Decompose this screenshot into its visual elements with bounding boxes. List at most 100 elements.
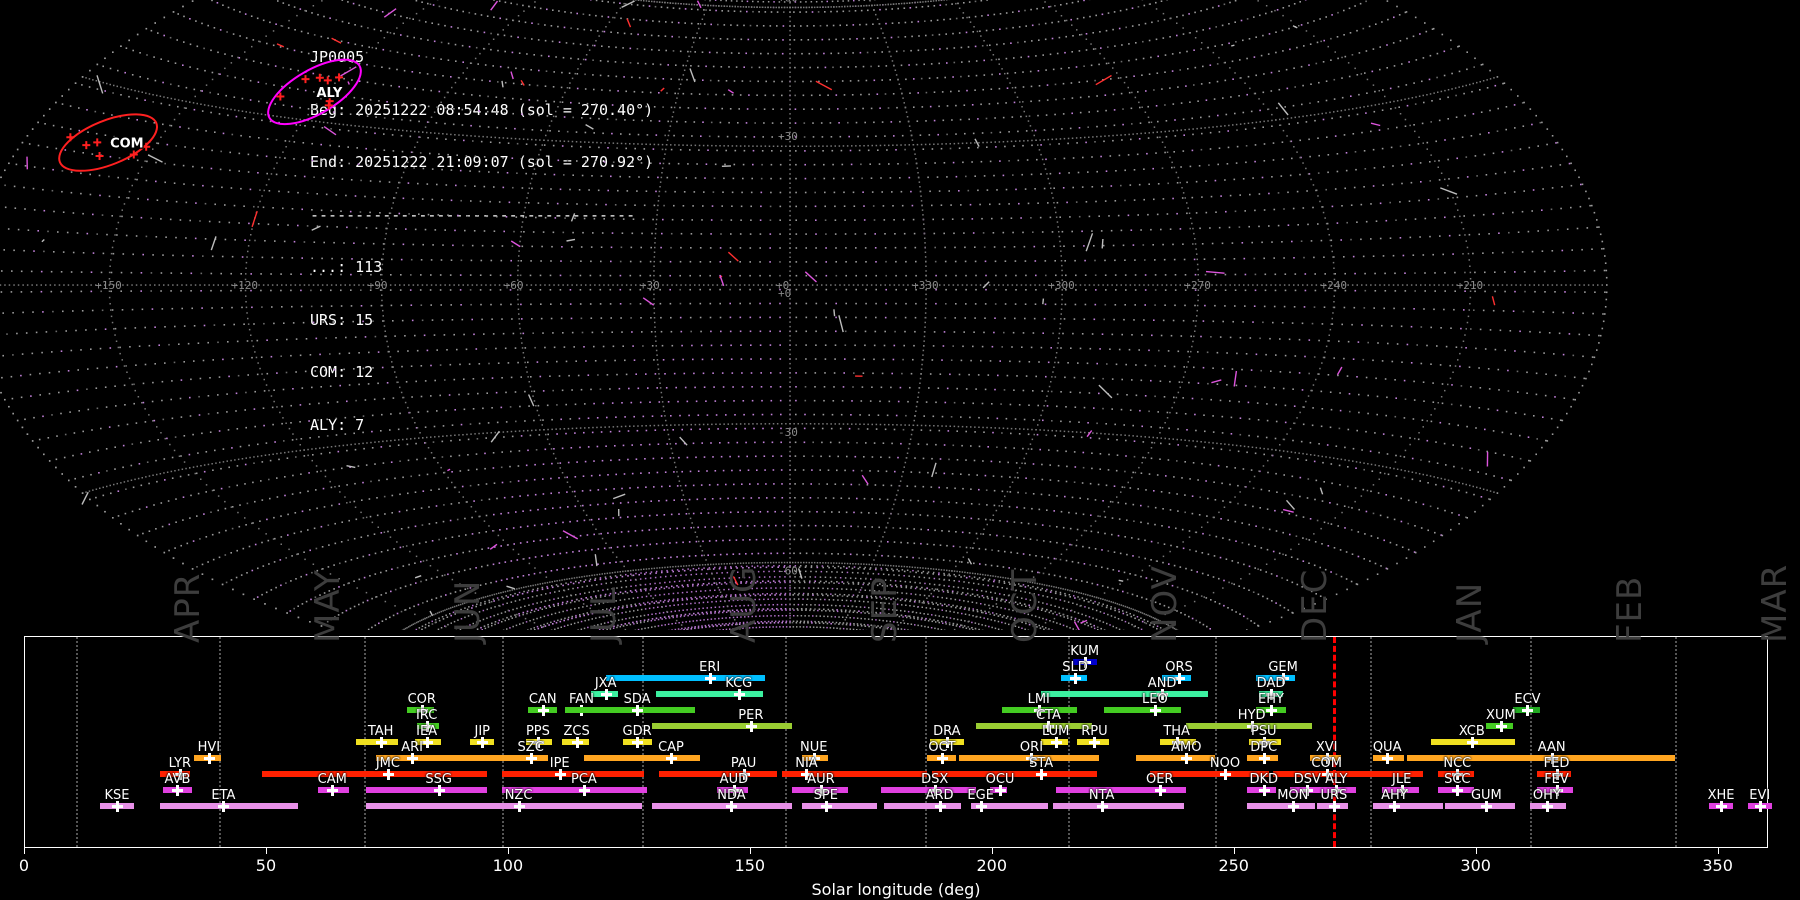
shower-peak-marker-jxa [600,689,612,700]
radiant-ellipse-com: COM [58,113,159,172]
shower-bar-eta[interactable] [160,803,299,809]
ra-tick-label: +270 [1184,279,1211,292]
current-solar-longitude-marker [1333,637,1337,847]
count-sporadic: ...: 113 [310,258,653,277]
shower-bar-sta[interactable] [932,771,1097,777]
shower-bar-pau[interactable] [658,771,778,777]
axis-tick-label: 300 [1460,856,1491,875]
shower-bar-jmc[interactable] [262,771,488,777]
shower-bar-ipe[interactable] [501,771,645,777]
shower-peak-marker-nta [1096,801,1108,812]
shower-label-nue: NUE [800,740,827,755]
shower-bar-nia[interactable] [782,771,928,777]
shower-peak-marker-sld [1070,673,1082,684]
shower-peak-marker-tha [1171,737,1183,748]
shower-bar-nzc[interactable] [366,803,642,809]
shower-bar-and[interactable] [1041,691,1209,697]
shower-bar-ari[interactable] [375,755,517,761]
observation-info-block: JP0005 Beg: 20251222 08:54:48 (sol = 270… [310,14,653,452]
shower-peak-marker-dkd [1258,785,1270,796]
shower-bar-nda[interactable] [651,803,792,809]
shower-label-ssg: SSG [425,772,452,787]
shower-bar-cap[interactable] [583,755,701,761]
shower-bar-oer[interactable] [1055,787,1187,793]
month-gridline-dec [1215,637,1218,847]
month-label-jul: JUL [584,586,624,643]
shower-bar-dsx[interactable] [881,787,976,793]
shower-peak-marker-ipe [554,769,566,780]
shower-peak-marker-ncc [1452,769,1464,780]
shower-bar-eri[interactable] [605,675,766,681]
shower-bar-ege[interactable] [971,803,1049,809]
shower-bar-leo[interactable] [1104,707,1182,713]
shower-bar-aan[interactable] [1406,755,1676,761]
shower-peak-marker-cap [665,753,677,764]
dec-tick-label: +60 [778,0,798,5]
shower-peak-marker-cam [327,785,339,796]
shower-label-pau: PAU [731,756,756,771]
month-label-mar: MAR [1755,564,1795,643]
shower-peak-marker-nue [808,753,820,764]
shower-bar-cta[interactable] [975,723,1092,729]
shower-peak-marker-ege [975,801,987,812]
shower-peak-marker-lyr [174,769,186,780]
shower-bar-amo[interactable] [1135,755,1216,761]
shower-peak-marker-gum [1481,801,1493,812]
shower-bar-gem[interactable] [1256,675,1296,681]
shower-label-ori: ORI [1020,740,1043,755]
shower-bar-ard[interactable] [883,803,962,809]
ra-tick-label: +330 [912,279,939,292]
shower-peak-marker-jmc [382,769,394,780]
shower-bar-kcg[interactable] [656,691,763,697]
month-gridline-nov [1067,637,1070,847]
shower-bar-spe[interactable] [801,803,877,809]
shower-bar-ahy[interactable] [1372,803,1443,809]
shower-label-ors: ORS [1165,660,1193,675]
shower-bar-com[interactable] [1273,771,1424,777]
shower-label-ipe: IPE [550,756,570,771]
shower-label-urs: URS [1321,788,1348,803]
axis-tick [24,848,25,854]
month-label-apr: APR [168,573,208,643]
ra-tick-label: +90 [368,279,388,292]
ra-tick-label: +300 [1048,279,1075,292]
shower-bar-noo[interactable] [1150,771,1269,777]
shower-label-jle: JLE [1392,772,1411,787]
shower-label-dkd: DKD [1249,772,1278,787]
shower-bar-sda[interactable] [566,707,696,713]
shower-label-nia: NIA [795,756,817,771]
shower-label-nda: NDA [717,788,745,803]
shower-bar-pca[interactable] [501,787,647,793]
shower-peak-marker-scc [1452,785,1464,796]
shower-peak-marker-oer [1154,785,1166,796]
shower-bar-ssg[interactable] [366,787,488,793]
dec-tick-label: +0 [778,287,791,300]
shower-label-sta: STA [1029,756,1053,771]
shower-label-cta: CTA [1036,708,1061,723]
shower-peak-marker-rpu [1089,737,1101,748]
shower-bar-gum[interactable] [1445,803,1516,809]
shower-label-and: AND [1148,676,1177,691]
count-com: COM: 12 [310,363,653,382]
shower-peak-marker-leo [1149,705,1161,716]
shower-peak-marker-xcb [1466,737,1478,748]
axis-tick [1233,848,1235,854]
shower-bar-nta[interactable] [1053,803,1184,809]
shower-bar-mon[interactable] [1246,803,1315,809]
shower-peak-marker-qua [1382,753,1394,764]
shower-label-jip: JIP [475,724,491,739]
shower-label-sld: SLD [1062,660,1088,675]
shower-bar-per[interactable] [651,723,792,729]
shower-label-nzc: NZC [505,788,533,803]
info-divider: ------------------------------------ [310,206,653,225]
shower-label-fev: FEV [1544,772,1569,787]
shower-peak-marker-kse [111,801,123,812]
shower-label-irc: IRC [416,708,437,723]
shower-label-szc: SZC [518,740,544,755]
shower-label-hvi: HVI [198,740,221,755]
shower-label-gum: GUM [1471,788,1502,803]
month-label-nov: NOV [1145,565,1185,643]
shower-label-sda: SDA [624,692,651,707]
shower-peak-marker-dsx [929,785,941,796]
shower-label-ege: EGE [967,788,994,803]
